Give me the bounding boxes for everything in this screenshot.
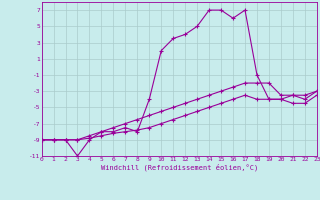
X-axis label: Windchill (Refroidissement éolien,°C): Windchill (Refroidissement éolien,°C) <box>100 164 258 171</box>
